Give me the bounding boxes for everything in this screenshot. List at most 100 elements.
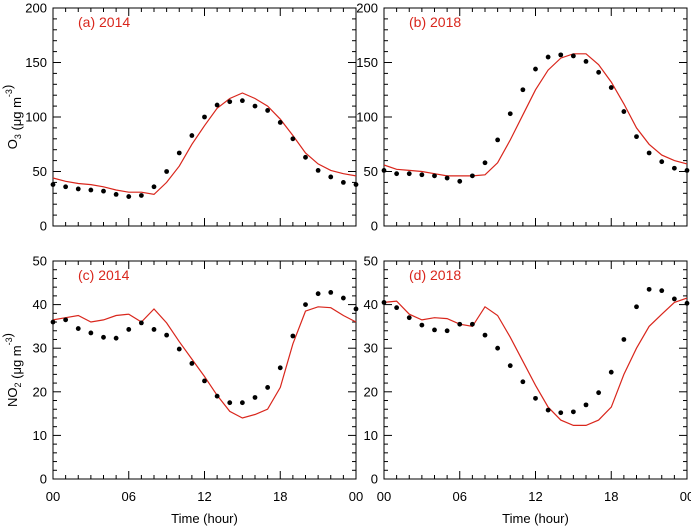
observation-point: [583, 402, 589, 408]
observation-point: [570, 409, 576, 415]
observation-point: [214, 393, 220, 399]
y-axis-label-part: (μg m: [9, 345, 24, 382]
observation-point: [621, 337, 627, 342]
observation-point: [202, 114, 207, 120]
observation-point: [239, 400, 245, 406]
panel-label: (b) 2018: [409, 14, 461, 30]
observation-point: [138, 320, 144, 326]
x-tick-label: 00: [377, 489, 391, 504]
observation-point: [265, 108, 271, 113]
y-tick-label: 10: [33, 428, 47, 443]
y-tick-label: 50: [33, 164, 47, 179]
y-axis-label-part: -3: [4, 89, 14, 97]
observation-point: [545, 54, 551, 60]
observation-point: [394, 305, 400, 311]
observation-point: [444, 175, 450, 181]
y-tick-label: 20: [364, 384, 378, 399]
y-axis-label-part: -3: [4, 337, 14, 345]
model-line: [52, 306, 357, 419]
panel-c: 0 10 20 30 40 50 00 06 12 18 00 Time (hour) NO2 (μg …: [0, 254, 363, 527]
y-axis-label-part: 2: [13, 382, 23, 387]
observation-point: [659, 288, 665, 294]
observation-point: [520, 87, 526, 93]
x-axis-label: Time (hour): [171, 511, 238, 526]
panel-label: (c) 2014: [78, 267, 130, 283]
observation-point: [671, 165, 677, 171]
observation-point: [101, 188, 106, 194]
y-axis-label-part: (μg m: [9, 97, 24, 134]
y-axis-label-part: ): [0, 333, 15, 337]
observation-point: [482, 332, 488, 338]
observation-point: [406, 315, 412, 321]
observation-point: [634, 134, 639, 140]
observation-point: [113, 335, 119, 341]
observation-point: [520, 379, 526, 385]
panel-a: 0 50 100 150 200 O3 (μg m-3) (a) 2014: [0, 1, 359, 234]
observation-point: [646, 150, 652, 156]
observation-point: [583, 59, 589, 64]
observation-point: [353, 306, 359, 312]
observation-point: [419, 322, 425, 328]
y-axis-label-part: O: [5, 139, 20, 149]
observation-point: [227, 99, 233, 105]
observation-point: [558, 52, 564, 58]
observation-point: [315, 168, 321, 173]
observation-point: [507, 363, 513, 369]
plot-frame: [383, 260, 688, 480]
observation-point: [340, 180, 346, 185]
observation-point: [239, 98, 245, 104]
observation-point: [596, 390, 602, 396]
y-tick-label: 30: [364, 341, 378, 356]
observation-point: [381, 300, 387, 305]
y-tick-label: 0: [40, 219, 47, 234]
observation-point: [227, 400, 233, 406]
observation-point: [545, 407, 551, 413]
observation-point: [495, 345, 501, 351]
observation-point: [432, 173, 437, 179]
model-line: [383, 53, 688, 177]
observation-point: [151, 184, 157, 190]
observation-point: [533, 66, 538, 72]
panel-label: (d) 2018: [409, 267, 461, 283]
observation-point: [596, 69, 602, 75]
observation-point: [684, 168, 690, 173]
x-tick-label: 18: [273, 489, 287, 504]
observation-point: [495, 137, 501, 143]
y-tick-label: 100: [25, 110, 47, 125]
observation-point: [558, 410, 564, 416]
y-tick-label: 40: [364, 297, 378, 312]
observation-point: [684, 300, 690, 306]
observation-point: [469, 173, 475, 179]
observation-point: [63, 317, 69, 323]
observation-point: [164, 332, 170, 338]
model-line: [52, 92, 357, 196]
observation-point: [277, 365, 283, 371]
observation-point: [164, 169, 170, 174]
observation-point: [570, 53, 576, 59]
observation-point: [646, 286, 652, 292]
observation-point: [381, 168, 387, 173]
observation-point: [634, 304, 639, 310]
y-tick-label: 0: [371, 472, 378, 487]
observation-point: [394, 171, 400, 177]
observation-point: [353, 182, 359, 187]
y-tick-label: 50: [364, 254, 378, 269]
observation-point: [315, 291, 321, 297]
observation-point: [138, 193, 144, 198]
observation-point: [113, 191, 119, 197]
x-axis-label: Time (hour): [502, 511, 569, 526]
plot-frame: [52, 260, 357, 480]
observation-point: [202, 378, 207, 384]
panel-label: (a) 2014: [78, 14, 130, 30]
observation-point: [63, 184, 69, 190]
y-tick-label: 0: [40, 472, 47, 487]
observation-point: [176, 346, 182, 352]
y-tick-label: 150: [356, 55, 378, 70]
observation-point: [189, 133, 195, 138]
observation-point: [507, 111, 513, 117]
observation-point: [444, 328, 450, 334]
observation-point: [88, 330, 94, 336]
observation-point: [277, 120, 283, 125]
y-tick-label: 20: [33, 384, 47, 399]
